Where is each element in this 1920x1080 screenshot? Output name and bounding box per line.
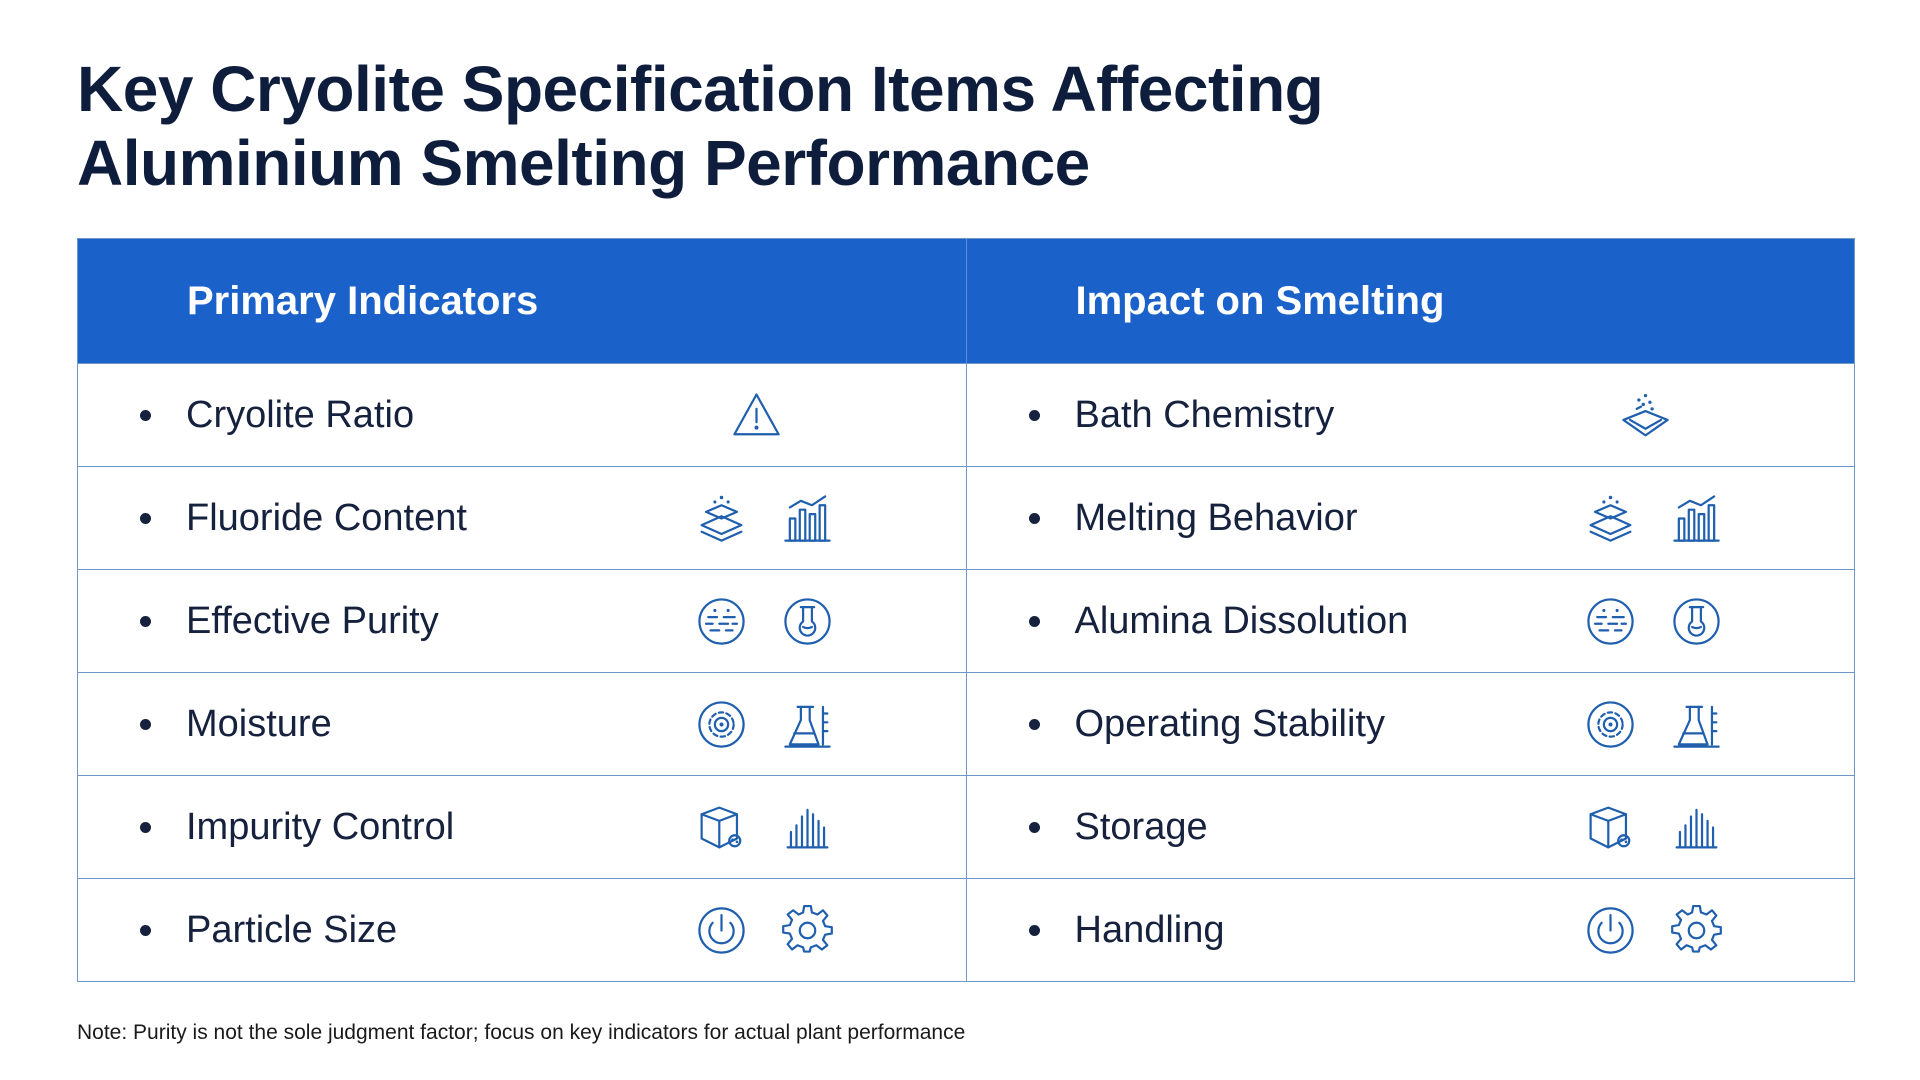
bullet bbox=[1028, 615, 1040, 627]
flask-circle-icon bbox=[1670, 595, 1723, 648]
indicator-cell: Particle Size bbox=[78, 879, 966, 981]
bath-pot-icon bbox=[1619, 389, 1672, 442]
impact-cell: Handling bbox=[965, 879, 1855, 981]
indicator-label: Impurity Control bbox=[186, 805, 455, 848]
bullet bbox=[1028, 512, 1040, 524]
header-impact-on-smelting: Impact on Smelting bbox=[965, 239, 1855, 363]
lab-equipment-icon bbox=[781, 698, 834, 751]
bar-chart-icon bbox=[781, 492, 834, 545]
warning-icon bbox=[730, 389, 783, 442]
gear-circle-icon bbox=[695, 698, 748, 751]
bullet bbox=[140, 409, 151, 421]
bullet bbox=[1028, 409, 1040, 421]
impact-icons bbox=[1584, 801, 1723, 854]
impact-label: Operating Stability bbox=[1074, 702, 1386, 745]
lab-equipment-icon bbox=[1670, 698, 1723, 751]
impact-label: Storage bbox=[1074, 805, 1208, 848]
table-body: Cryolite Ratio Bath Chemistry Fluoride Con… bbox=[78, 363, 1854, 981]
particles-circle-icon bbox=[695, 595, 748, 648]
bars-dense-icon bbox=[1670, 801, 1723, 854]
layers-icon bbox=[695, 492, 748, 545]
indicator-label: Effective Purity bbox=[186, 599, 439, 642]
table-row: Fluoride Content Melting Behavior bbox=[78, 466, 1854, 569]
indicator-label: Moisture bbox=[186, 702, 332, 745]
package-icon bbox=[695, 801, 748, 854]
impact-cell: Bath Chemistry bbox=[965, 364, 1855, 466]
indicator-icons bbox=[695, 904, 834, 957]
bullet bbox=[140, 821, 151, 833]
bullet bbox=[140, 615, 151, 627]
indicator-cell: Effective Purity bbox=[78, 570, 966, 672]
table-row: Impurity Control Storage bbox=[78, 775, 1854, 878]
indicator-icons bbox=[730, 389, 783, 442]
indicator-icons bbox=[695, 595, 834, 648]
table-row: Moisture Operating Stability bbox=[78, 672, 1854, 775]
indicator-icons bbox=[695, 492, 834, 545]
title-line-2: Aluminium Smelting Performance bbox=[77, 127, 1090, 199]
bullet bbox=[1028, 821, 1040, 833]
indicator-label: Cryolite Ratio bbox=[186, 393, 415, 436]
impact-icons bbox=[1584, 595, 1723, 648]
impact-cell: Melting Behavior bbox=[965, 467, 1855, 569]
gear-icon bbox=[1670, 904, 1723, 957]
bars-dense-icon bbox=[781, 801, 834, 854]
bar-chart-icon bbox=[1670, 492, 1723, 545]
package-icon bbox=[1584, 801, 1637, 854]
bullet bbox=[140, 512, 151, 524]
gear-circle-icon bbox=[1584, 698, 1637, 751]
bullet bbox=[1028, 718, 1040, 730]
bullet bbox=[140, 718, 151, 730]
table-header: Primary Indicators Impact on Smelting bbox=[78, 239, 1854, 363]
indicator-label: Fluoride Content bbox=[186, 496, 467, 539]
gear-icon bbox=[781, 904, 834, 957]
table-row: Cryolite Ratio Bath Chemistry bbox=[78, 363, 1854, 466]
impact-icons bbox=[1584, 904, 1723, 957]
indicator-label: Particle Size bbox=[186, 908, 398, 951]
bullet bbox=[1028, 924, 1040, 936]
footnote: Note: Purity is not the sole judgment fa… bbox=[77, 1021, 966, 1044]
flask-circle-icon bbox=[781, 595, 834, 648]
impact-label: Melting Behavior bbox=[1074, 496, 1358, 539]
indicator-cell: Fluoride Content bbox=[78, 467, 966, 569]
impact-icons bbox=[1619, 389, 1672, 442]
indicator-cell: Cryolite Ratio bbox=[78, 364, 966, 466]
header-primary-indicators: Primary Indicators bbox=[187, 278, 539, 323]
impact-icons bbox=[1584, 492, 1723, 545]
layers-icon bbox=[1584, 492, 1637, 545]
title-line-1: Key Cryolite Specification Items Affecti… bbox=[77, 53, 1324, 125]
spec-table: Primary Indicators Impact on Smelting Cr… bbox=[77, 238, 1855, 982]
particles-circle-icon bbox=[1584, 595, 1637, 648]
impact-cell: Storage bbox=[965, 776, 1855, 878]
power-icon bbox=[1584, 904, 1637, 957]
power-icon bbox=[695, 904, 748, 957]
impact-icons bbox=[1584, 698, 1723, 751]
table-row: Particle Size Handling bbox=[78, 878, 1854, 981]
indicator-icons bbox=[695, 801, 834, 854]
indicator-cell: Moisture bbox=[78, 673, 966, 775]
impact-label: Bath Chemistry bbox=[1074, 393, 1335, 436]
impact-label: Alumina Dissolution bbox=[1074, 599, 1409, 642]
impact-cell: Alumina Dissolution bbox=[965, 570, 1855, 672]
table-row: Effective Purity Alumina Dissolution bbox=[78, 569, 1854, 672]
impact-label: Handling bbox=[1074, 908, 1225, 951]
bullet bbox=[140, 924, 151, 936]
page-title: Key Cryolite Specification Items Affecti… bbox=[77, 52, 1324, 200]
impact-cell: Operating Stability bbox=[965, 673, 1855, 775]
indicator-cell: Impurity Control bbox=[78, 776, 966, 878]
indicator-icons bbox=[695, 698, 834, 751]
